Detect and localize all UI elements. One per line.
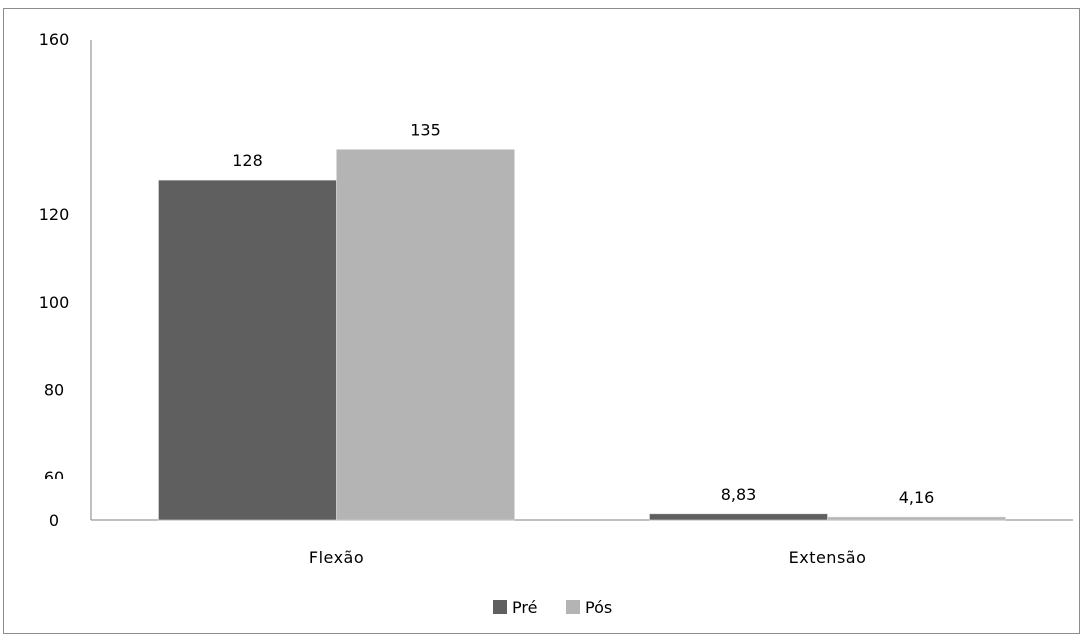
- x-category-label: Flexão: [309, 548, 364, 567]
- bar: [336, 149, 515, 521]
- bars: [158, 149, 1006, 521]
- y-tick-label: 160: [39, 30, 70, 49]
- y-tick-labels: 0 60 80 100 120 160: [39, 30, 70, 530]
- legend-label: Pré: [512, 598, 537, 617]
- legend-swatch: [493, 600, 507, 614]
- legend-swatch: [566, 600, 580, 614]
- legend: Pré Pós: [493, 598, 612, 617]
- data-label: 4,16: [899, 488, 935, 507]
- y-tick-label: 0: [49, 511, 59, 530]
- bar: [827, 516, 1006, 521]
- x-category-labels: Flexão Extensão: [309, 548, 867, 567]
- bar: [649, 513, 828, 521]
- legend-label: Pós: [585, 598, 612, 617]
- x-category-label: Extensão: [789, 548, 867, 567]
- data-label: 135: [410, 121, 441, 140]
- data-label: 128: [232, 151, 263, 170]
- y-tick-label: 60: [44, 468, 64, 487]
- y-tick-label: 100: [39, 293, 70, 312]
- y-tick-label: 80: [44, 380, 64, 399]
- data-labels: 128 135 8,83 4,16: [232, 121, 934, 508]
- data-label: 8,83: [721, 485, 757, 504]
- bar: [158, 179, 337, 521]
- y-tick-label: 120: [39, 205, 70, 224]
